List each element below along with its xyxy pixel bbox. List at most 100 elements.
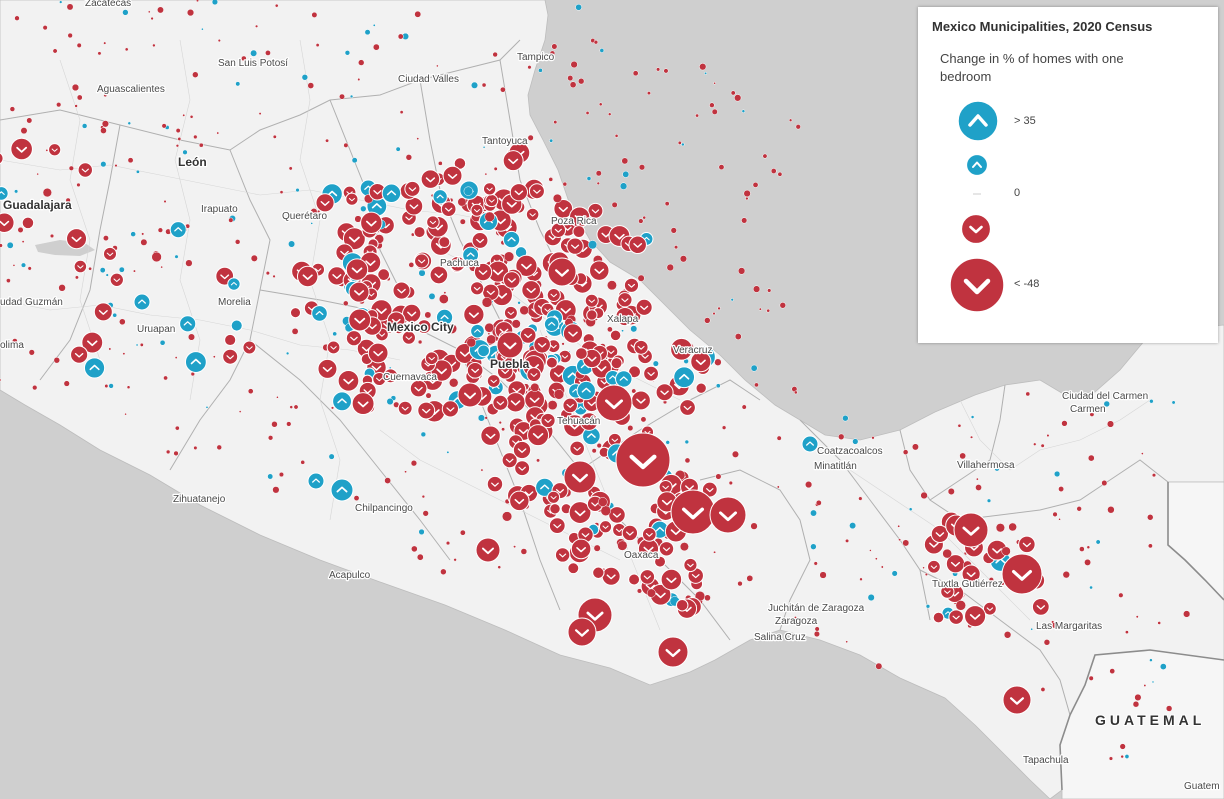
increase-symbol [288,240,296,248]
increase-symbol [1149,399,1154,404]
decrease-symbol [1033,442,1037,446]
decrease-symbol [902,449,909,455]
decrease-symbol [463,303,485,326]
decrease-symbol [670,489,716,535]
decrease-symbol [1157,621,1161,625]
decrease-symbol [975,484,982,491]
decrease-symbol [497,565,502,569]
increase-symbol [20,262,27,268]
decrease-symbol [793,390,798,395]
decrease-symbol [438,161,443,166]
decrease-symbol [513,545,517,549]
increase-symbol [576,380,596,401]
decrease-symbol [147,10,151,14]
increase-symbol [470,323,485,339]
decrease-symbol [638,218,644,224]
increase-symbol [332,391,353,412]
decrease-symbol [617,292,633,308]
decrease-symbol [533,335,551,354]
decrease-symbol [501,452,518,469]
decrease-symbol [642,215,647,220]
increase-symbol [100,161,107,168]
increase-symbol [295,187,300,193]
decrease-symbol [679,255,688,263]
increase-symbol [381,183,402,204]
decrease-symbol [845,538,850,543]
increase-symbol [230,319,243,332]
city-label: Querétaro [282,211,327,222]
decrease-symbol [276,396,279,399]
decrease-symbol [606,280,617,291]
decrease-symbol [607,326,613,333]
decrease-symbol [45,148,49,152]
increase-symbol [235,81,241,87]
decrease-symbol [717,306,721,311]
decrease-symbol [699,63,707,71]
decrease-symbol [21,216,35,230]
increase-symbol [133,293,151,311]
decrease-symbol [88,266,92,271]
decrease-symbol [1040,687,1046,692]
increase-symbol [852,438,859,445]
decrease-symbol [174,356,178,359]
decrease-symbol [345,192,359,206]
decrease-symbol [141,232,145,236]
decrease-symbol [1165,705,1173,712]
decrease-symbol [126,385,131,390]
legend-field-label: Change in % of homes with one bedroom [940,51,1124,84]
decrease-symbol [405,154,413,161]
decrease-symbol [911,443,919,451]
city-label: Las Margaritas [1036,621,1102,632]
increase-symbol [418,528,425,536]
increase-symbol [159,339,166,346]
decrease-symbol [49,233,55,239]
increase-symbol [112,312,118,318]
decrease-symbol [666,263,674,272]
decrease-symbol [300,459,306,465]
decrease-symbol [404,196,424,216]
decrease-symbol [445,540,451,546]
increase-symbol [801,435,819,453]
decrease-symbol [746,574,754,582]
decrease-symbol [521,280,542,300]
decrease-symbol [486,334,497,345]
decrease-symbol [731,450,739,458]
decrease-symbol [424,351,439,366]
decrease-symbol [296,265,319,288]
decrease-symbol [709,496,747,534]
increase-symbol [83,357,106,379]
legend-label-max: > 35 [1014,115,1036,127]
decrease-symbol [234,239,241,245]
increase-symbol [418,269,426,277]
decrease-symbol [552,193,562,203]
decrease-symbol [633,339,649,355]
decrease-symbol [547,400,558,411]
decrease-symbol [163,199,167,204]
decrease-symbol [424,311,432,319]
decrease-symbol [561,342,565,346]
decrease-symbol [52,48,58,54]
increase-symbol [619,182,628,190]
decrease-symbol [654,555,667,568]
decrease-symbol [745,196,749,201]
decrease-symbol [228,217,234,223]
increase-symbol [891,570,898,577]
decrease-symbol [628,573,641,586]
city-label: Tantoyuca [482,136,528,147]
decrease-symbol [527,65,532,70]
decrease-symbol [496,331,524,359]
decrease-symbol [592,566,605,579]
decrease-symbol [14,15,20,21]
decrease-symbol [212,355,216,359]
decrease-symbol [473,262,493,282]
decrease-symbol [271,421,278,428]
decrease-symbol [718,164,725,171]
decrease-symbol [572,225,586,238]
decrease-symbol [515,254,538,277]
decrease-symbol [1147,543,1153,549]
decrease-symbol [730,90,736,96]
decrease-symbol [871,436,875,440]
city-label: Minatitlán [814,461,857,472]
decrease-symbol [101,120,109,128]
decrease-symbol [68,165,74,171]
